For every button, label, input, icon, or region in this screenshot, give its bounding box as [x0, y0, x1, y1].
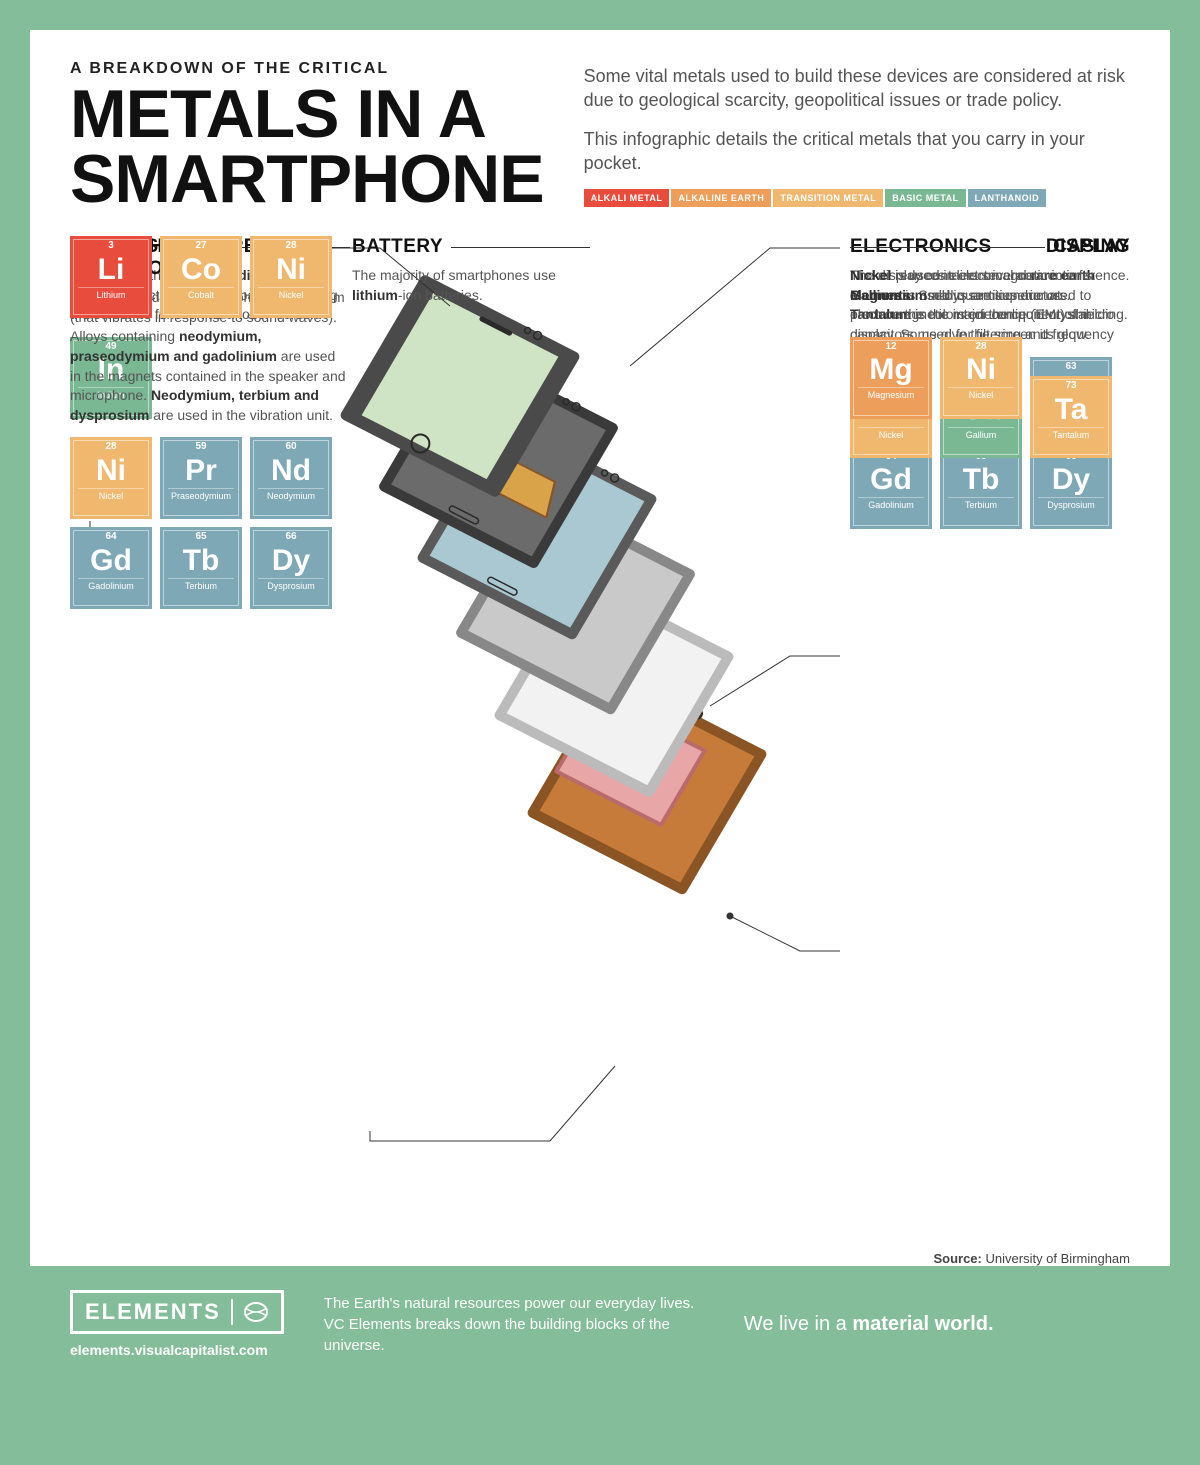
- element-tile-tb: 65TbTerbium: [940, 447, 1022, 529]
- infographic-card: A BREAKDOWN OF THE CRITICAL METALS IN A …: [30, 30, 1170, 1388]
- element-name: Lithium: [78, 287, 145, 300]
- element-name: Nickel: [258, 287, 325, 300]
- atomic-number: 64: [70, 531, 152, 542]
- atomic-number: 66: [250, 531, 332, 542]
- element-tiles: 3 Li Lithium 27 Co Cobalt 28 Ni Nickel: [70, 236, 332, 318]
- atomic-number: 59: [160, 441, 242, 452]
- logo-separator: [231, 1299, 233, 1325]
- element-tiles: 28NiNickel59PrPraseodymium60NdNeodymium6…: [70, 437, 350, 609]
- element-name: Terbium: [168, 578, 235, 591]
- element-tile-nd: 60 Nd Neodymium: [250, 437, 332, 519]
- element-tile-ni: 28 Ni Nickel: [250, 236, 332, 318]
- section-title: BATTERY: [352, 236, 590, 258]
- element-symbol: Dy: [1052, 465, 1090, 495]
- element-name: Neodymium: [258, 488, 325, 501]
- element-symbol: Nd: [271, 456, 311, 486]
- footer: ELEMENTS elements.visualcapitalist.com T…: [30, 1266, 1170, 1388]
- element-symbol: Ni: [276, 255, 306, 285]
- leader-stub: [451, 247, 590, 248]
- leader-stub: [850, 247, 1045, 248]
- legend-chip: LANTHANOID: [968, 189, 1047, 207]
- logo-url: elements.visualcapitalist.com: [70, 1342, 284, 1358]
- section-battery: 3 Li Lithium 27 Co Cobalt 28 Ni Nickel BATTERY T…: [70, 236, 590, 318]
- logo-block: ELEMENTS elements.visualcapitalist.com: [70, 1290, 284, 1358]
- legend: ALKALI METALALKALINE EARTHTRANSITION MET…: [584, 189, 1130, 207]
- element-tile-dy: 66 Dy Dysprosium: [250, 527, 332, 609]
- element-tile-gd: 64 Gd Gadolinium: [70, 527, 152, 609]
- element-tile-ni: 28 Ni Nickel: [940, 337, 1022, 419]
- atomic-number: 12: [850, 341, 932, 352]
- element-symbol: Tb: [963, 465, 1000, 495]
- elements-logo: ELEMENTS: [70, 1290, 284, 1334]
- title-block: A BREAKDOWN OF THE CRITICAL METALS IN A …: [70, 60, 544, 211]
- element-tile-pr: 59 Pr Praseodymium: [160, 437, 242, 519]
- element-symbol: Gd: [90, 546, 132, 576]
- element-name: Cobalt: [168, 287, 235, 300]
- element-tiles: 12 Mg Magnesium 28 Ni Nickel: [850, 337, 1130, 419]
- element-tile-mg: 12 Mg Magnesium: [850, 337, 932, 419]
- element-name: Magnesium: [858, 387, 925, 400]
- section-casing: CASING Nickel reduces electromagnetic in…: [850, 236, 1130, 419]
- footer-tagline: We live in a material world.: [744, 1313, 994, 1336]
- atomic-number: 3: [70, 240, 152, 251]
- atomic-number: 60: [250, 441, 332, 452]
- atomic-number: 27: [160, 240, 242, 251]
- element-name: Dysprosium: [258, 578, 325, 591]
- intro-block: Some vital metals used to build these de…: [584, 60, 1130, 211]
- element-symbol: Pr: [185, 456, 217, 486]
- element-tile-co: 27 Co Cobalt: [160, 236, 242, 318]
- element-tile-ni: 28 Ni Nickel: [70, 437, 152, 519]
- phone-exploded-diagram: [330, 256, 850, 1136]
- legend-chip: BASIC METAL: [885, 189, 965, 207]
- legend-chip: ALKALI METAL: [584, 189, 670, 207]
- element-tile-tb: 65 Tb Terbium: [160, 527, 242, 609]
- content-area: TOUCH SCREEN It contains a thin layer of…: [70, 236, 1130, 1266]
- element-symbol: Ni: [966, 355, 996, 385]
- element-symbol: Dy: [272, 546, 310, 576]
- element-name: Praseodymium: [168, 488, 235, 501]
- element-name: Dysprosium: [1038, 497, 1105, 510]
- intro-paragraph-2: This infographic details the critical me…: [584, 127, 1130, 176]
- element-name: Tantalum: [1038, 427, 1105, 440]
- element-tile-gd: 64GdGadolinium: [850, 447, 932, 529]
- element-name: Nickel: [948, 387, 1015, 400]
- element-symbol: Tb: [183, 546, 220, 576]
- footer-description: The Earth's natural resources power our …: [324, 1293, 704, 1356]
- atomic-number: 28: [250, 240, 332, 251]
- atomic-number: 28: [940, 341, 1022, 352]
- legend-chip: TRANSITION METAL: [773, 189, 883, 207]
- main-title: METALS IN A SMARTPHONE: [70, 82, 544, 211]
- element-symbol: Gd: [870, 465, 912, 495]
- legend-chip: ALKALINE EARTH: [671, 189, 771, 207]
- intro-paragraph-1: Some vital metals used to build these de…: [584, 64, 1130, 113]
- element-name: Gallium: [948, 427, 1015, 440]
- globe-icon: [243, 1301, 269, 1323]
- header: A BREAKDOWN OF THE CRITICAL METALS IN A …: [70, 60, 1130, 211]
- source-attribution: Source: University of Birmingham: [933, 1251, 1130, 1266]
- element-symbol: Co: [181, 255, 221, 285]
- element-name: Nickel: [78, 488, 145, 501]
- atomic-number: 28: [70, 441, 152, 452]
- element-name: Nickel: [858, 427, 925, 440]
- section-title: CASING: [850, 236, 1130, 258]
- element-symbol: Ni: [96, 456, 126, 486]
- atomic-number: 65: [160, 531, 242, 542]
- element-name: Terbium: [948, 497, 1015, 510]
- element-tile-dy: 66DyDysprosium: [1030, 447, 1112, 529]
- element-name: Gadolinium: [78, 578, 145, 591]
- element-symbol: Mg: [869, 355, 912, 385]
- section-body: Nickel reduces electromagnetic interfere…: [850, 266, 1130, 325]
- element-tile-li: 3 Li Lithium: [70, 236, 152, 318]
- element-name: Gadolinium: [858, 497, 925, 510]
- element-symbol: Li: [98, 255, 125, 285]
- section-body: The majority of smartphones use lithium-…: [352, 266, 590, 305]
